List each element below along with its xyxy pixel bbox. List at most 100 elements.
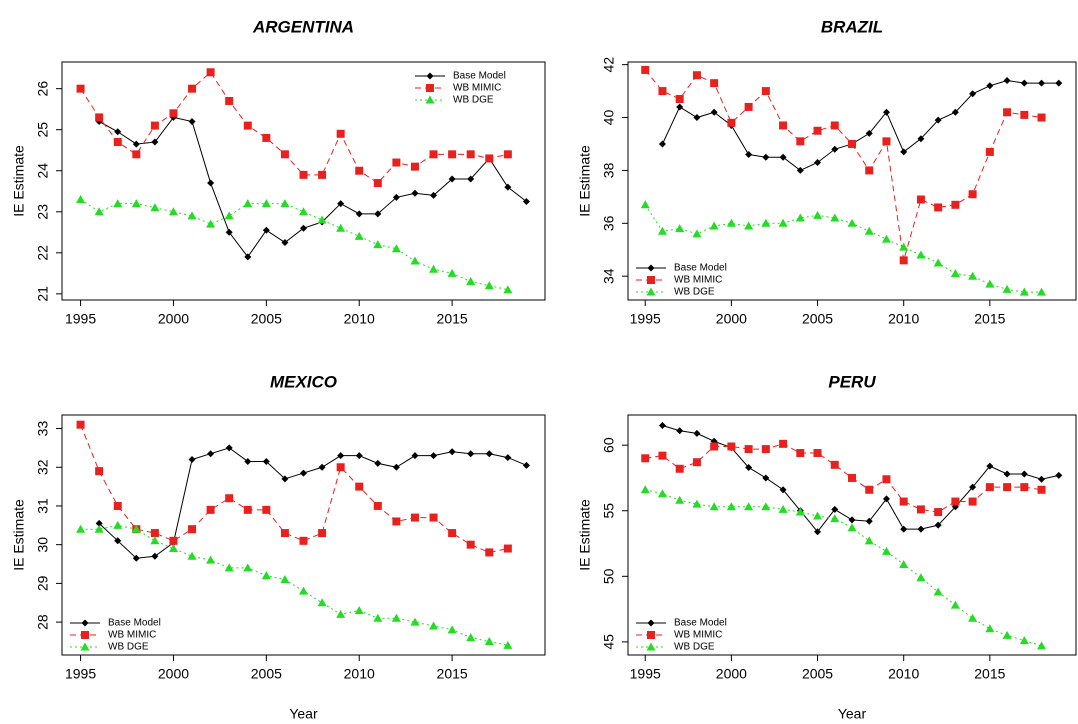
marker (225, 228, 233, 236)
marker (830, 460, 839, 469)
marker (504, 454, 512, 462)
legend-marker (647, 264, 655, 272)
legend-marker (81, 631, 89, 639)
marker (865, 166, 874, 175)
y-tick-label: 50 (601, 568, 617, 584)
marker (969, 483, 977, 491)
marker (299, 207, 308, 216)
marker (410, 617, 420, 626)
marker (448, 175, 456, 183)
marker (206, 68, 215, 77)
marker (1055, 79, 1063, 87)
marker (262, 457, 270, 465)
marker (933, 258, 943, 267)
y-tick-label: 36 (601, 215, 617, 231)
marker (847, 523, 857, 532)
legend-label: WB MIMIC (108, 630, 156, 641)
x-tick-label: 1995 (630, 666, 661, 682)
marker (337, 452, 345, 460)
marker (466, 633, 476, 642)
marker (830, 213, 840, 222)
x-tick-label: 1995 (65, 666, 96, 682)
marker (113, 501, 122, 510)
marker (187, 211, 197, 220)
marker (848, 139, 856, 148)
marker (522, 461, 530, 469)
marker (410, 162, 419, 171)
marker (985, 483, 994, 492)
marker (411, 452, 419, 460)
marker (779, 153, 787, 161)
marker (795, 213, 805, 222)
marker (813, 126, 822, 135)
series-line (662, 425, 1059, 533)
marker (262, 505, 271, 514)
marker (814, 158, 822, 166)
legend-label: WB DGE (674, 287, 715, 298)
marker (76, 524, 86, 533)
marker (761, 445, 770, 454)
marker (1002, 284, 1012, 293)
marker (484, 281, 494, 290)
x-tick-label: 2010 (344, 311, 375, 327)
series-line (644, 69, 1042, 261)
marker (354, 605, 364, 614)
marker (243, 563, 253, 572)
plot-frame (61, 61, 546, 301)
marker (448, 529, 457, 538)
marker (317, 598, 327, 607)
marker (1003, 483, 1012, 492)
marker (113, 520, 123, 529)
marker (467, 175, 475, 183)
y-tick-label: 40 (601, 110, 617, 126)
marker (658, 140, 666, 148)
marker (693, 429, 701, 437)
legend-marker (426, 84, 434, 92)
marker (76, 420, 85, 429)
legend-marker (647, 276, 655, 284)
marker (985, 624, 995, 633)
series-line (98, 116, 527, 258)
marker (899, 242, 909, 251)
marker (951, 108, 959, 116)
marker (675, 495, 685, 504)
marker (336, 463, 345, 472)
marker (658, 451, 667, 460)
marker (762, 153, 770, 161)
marker (795, 507, 805, 516)
marker (262, 133, 271, 142)
marker (778, 218, 788, 227)
marker (1019, 287, 1029, 296)
legend-marker (646, 642, 656, 651)
marker (299, 536, 308, 545)
marker (168, 207, 178, 216)
marker (280, 529, 289, 538)
y-axis-label: IE Estimate (11, 499, 27, 571)
series-line (80, 199, 508, 291)
y-tick-label: 42 (601, 57, 617, 73)
marker (188, 118, 196, 125)
x-axis-label: Year (838, 706, 867, 722)
marker (429, 513, 438, 522)
marker (187, 551, 197, 560)
y-tick-label: 34 (601, 268, 617, 284)
marker (355, 166, 364, 175)
x-tick-label: 2005 (802, 666, 833, 682)
marker (300, 469, 307, 477)
marker (813, 210, 823, 219)
marker (391, 613, 401, 622)
marker (188, 456, 196, 464)
x-tick-label: 2000 (716, 311, 747, 327)
marker (484, 636, 494, 645)
marker (169, 109, 178, 118)
marker (503, 285, 513, 294)
marker (429, 150, 438, 159)
marker (745, 151, 753, 159)
legend-marker (80, 642, 90, 651)
legend-label: WB DGE (453, 95, 494, 106)
marker (447, 268, 457, 277)
marker (864, 536, 874, 545)
marker (761, 502, 771, 511)
marker (796, 137, 805, 146)
